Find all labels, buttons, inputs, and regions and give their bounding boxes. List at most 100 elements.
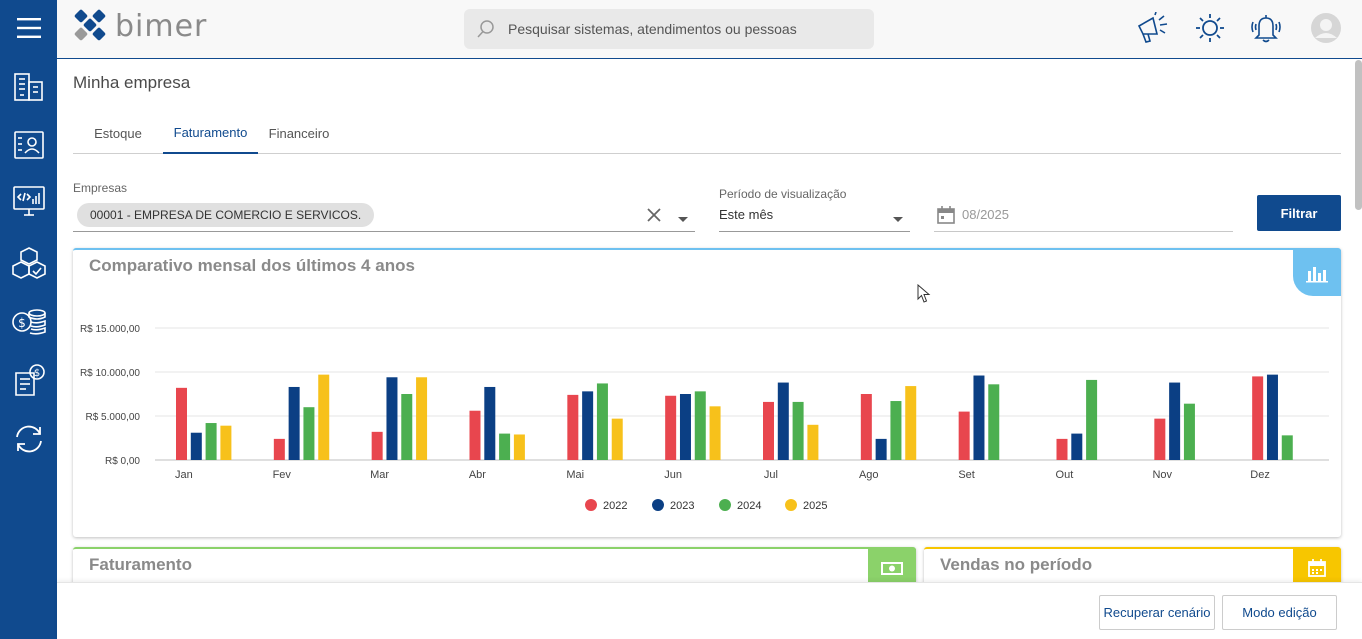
chart-card-title: Comparativo mensal dos últimos 4 anos [89,256,415,275]
tab-financeiro[interactable]: Financeiro [268,125,330,141]
chart-bar [303,407,315,460]
chart-bar [694,391,706,460]
vendas-card-title: Vendas no período [940,555,1093,574]
chart-bar [513,434,525,460]
chart-x-tick-label: Ago [859,469,879,481]
chart-bar [875,438,887,460]
chart-legend-marker [719,499,731,511]
chart-bar [386,377,398,460]
clear-icon[interactable] [646,207,662,228]
periodo-label: Período de visualização [719,187,847,201]
calendar-badge[interactable] [1293,549,1341,587]
coins-icon[interactable]: $ [0,300,57,340]
chart-x-tick-label: Jan [175,469,193,481]
chart-bar [288,386,300,460]
menu-icon[interactable] [0,8,57,48]
page-title: Minha empresa [73,73,191,92]
contacts-icon[interactable] [0,124,57,164]
calendar-icon[interactable] [936,205,956,230]
tab-estoque[interactable]: Estoque [94,125,142,141]
bell-icon[interactable] [1248,10,1284,46]
periodo-dropdown-icon[interactable] [892,211,904,229]
recuperar-cenario-button[interactable]: Recuperar cenário [1099,595,1215,630]
boxes-icon[interactable] [0,242,57,282]
user-avatar-icon[interactable] [1308,10,1344,46]
chart-x-tick-label: Mar [370,469,389,481]
chart-legend-label: 2023 [670,500,694,512]
tab-bar: Estoque Faturamento Financeiro [73,112,1341,154]
search-input[interactable] [508,21,868,37]
empresas-dropdown-icon[interactable] [677,211,689,229]
chart-bar [596,383,608,460]
scrollbar-thumb[interactable] [1355,60,1362,210]
chart-bar [890,401,902,460]
chart-bar [777,382,789,460]
megaphone-icon[interactable] [1135,10,1171,46]
sun-theme-icon[interactable] [1192,10,1228,46]
chart-bar [567,394,579,460]
chart-bar [190,432,202,460]
chart-bar [371,431,383,460]
chart-bar [582,391,594,460]
bimer-logo[interactable]: bimer [73,8,207,44]
date-underline [934,231,1233,232]
date-field-value[interactable]: 08/2025 [962,207,1009,222]
money-badge[interactable] [868,549,916,587]
chart-bar [416,377,428,460]
chart-bar [1252,376,1264,460]
search-box[interactable] [464,9,874,49]
periodo-underline [719,231,910,232]
chart-bar [484,386,496,460]
mouse-cursor-icon [917,283,931,309]
chart-bar [1281,435,1293,460]
money-icon [881,562,903,575]
bar-chart-icon [1306,267,1328,283]
chart-bar [709,406,721,460]
code-dashboard-icon[interactable] [0,181,57,221]
chart-y-tick-label: R$ 10.000,00 [80,368,140,379]
brand-name: bimer [115,8,208,44]
chart-x-tick-label: Abr [469,469,486,481]
chart-bar [905,386,917,460]
svg-text:$: $ [33,368,39,379]
chart-bar [1071,433,1083,460]
chart-x-tick-label: Fev [273,469,292,481]
chart-bar [220,425,232,460]
chart-bar [1056,438,1068,460]
chart-bar [1154,418,1166,460]
sync-icon[interactable] [0,419,57,459]
chart-legend-marker [652,499,664,511]
chart-legend-label: 2024 [737,500,761,512]
chart-bar [176,387,187,460]
bimer-logo-mark [74,9,106,41]
chart-bar [988,384,1000,460]
chart-x-tick-label: Nov [1152,469,1172,481]
main-content: Minha empresa Estoque Faturamento Financ… [57,60,1362,639]
chart-bar [973,375,985,460]
invoice-icon[interactable]: $ [0,360,57,400]
chart-bar [679,394,691,460]
chart-x-tick-label: Jul [764,469,778,481]
svg-text:$: $ [18,316,26,330]
chart-bar [763,401,774,460]
faturamento-card-title: Faturamento [89,555,192,574]
chart-card: Comparativo mensal dos últimos 4 anos R$… [73,248,1341,537]
chart-legend-label: 2022 [603,500,627,512]
chart-legend-marker [785,499,797,511]
chart-bar [469,410,481,460]
tab-faturamento[interactable]: Faturamento [163,112,258,154]
bar-chart-badge[interactable] [1293,250,1341,296]
modo-edicao-button[interactable]: Modo edição [1222,595,1337,630]
periodo-select-value[interactable]: Este mês [719,207,774,222]
chart-x-tick-label: Jun [664,469,682,481]
chart-y-tick-label: R$ 15.000,00 [80,324,140,335]
chart-bar [665,395,677,460]
vendas-card: Vendas no período [924,547,1341,587]
chart-bar [792,401,804,460]
chart-legend-marker [585,499,597,511]
buildings-icon[interactable] [0,65,57,105]
empresa-chip[interactable]: 00001 - EMPRESA DE COMERCIO E SERVICOS. [77,203,375,227]
chart-bar [1086,379,1098,460]
chart-bar [807,424,819,460]
filter-button[interactable]: Filtrar [1257,195,1341,231]
